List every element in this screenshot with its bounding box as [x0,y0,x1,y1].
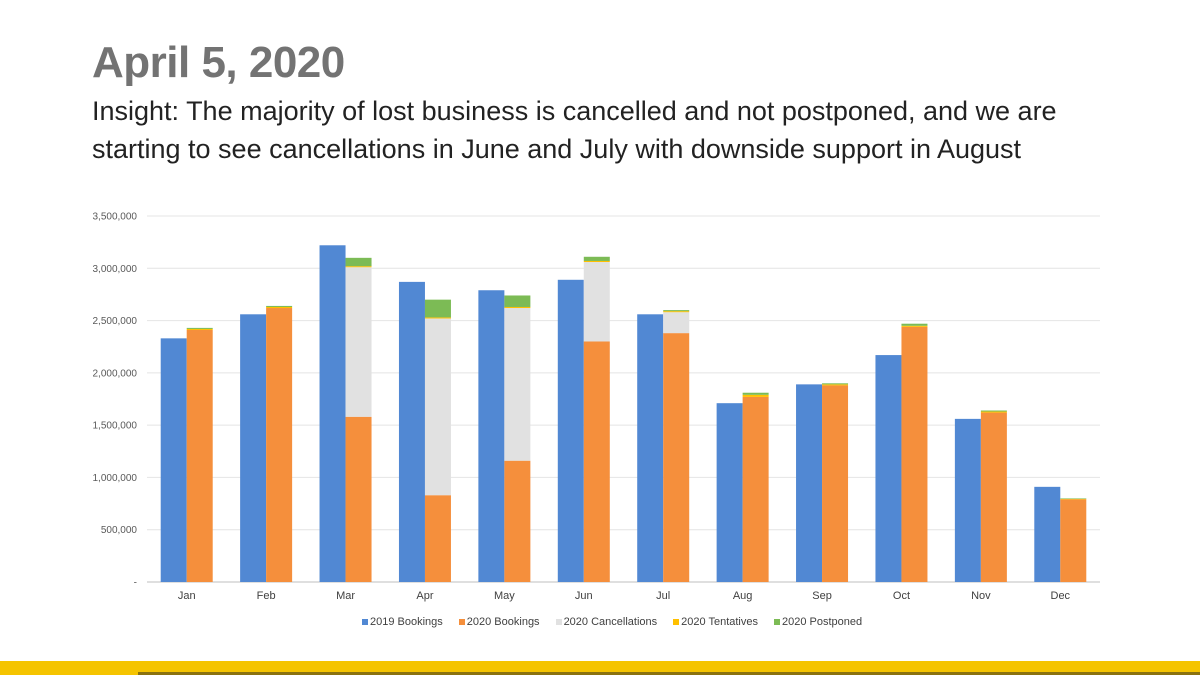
x-tick-label: Jan [178,590,196,602]
x-tick-label: Dec [1051,590,1071,602]
bar-2020-tentatives [266,306,293,309]
bar-2020-postponed [1060,498,1087,499]
x-tick-label: Nov [971,590,991,602]
chart-legend: 2019 Bookings 2020 Bookings 2020 Cancellat… [362,616,862,628]
y-tick-label: 2,500,000 [93,316,138,327]
legend-label: 2020 Tentatives [681,616,758,628]
legend-label: 2020 Bookings [466,616,540,628]
bar-2020-tentatives [345,266,372,268]
bar-2020-tentatives [901,325,928,327]
page-title: April 5, 2020 [92,38,345,87]
bar-2020-tentatives [980,411,1007,413]
y-tick-label: 3,000,000 [93,264,138,275]
bar-2020-bookings [186,329,213,582]
bar-2020-bookings [504,460,531,582]
bar-2020-bookings [424,495,451,582]
bar-2019-bookings [716,403,743,582]
bar-2020-bookings [583,341,610,582]
bar-2020-postponed [663,310,690,312]
bar-2020-tentatives [1060,498,1087,500]
bar-2020-postponed [424,299,451,318]
bar-2020-bookings [1060,499,1087,582]
y-tick-label: 3,500,000 [93,212,138,223]
bar-2019-bookings [637,314,664,582]
bar-2020-postponed [980,410,1007,412]
x-tick-label: Jun [575,590,593,602]
legend-swatch [458,619,465,625]
bar-2019-bookings [398,281,425,582]
legend-swatch [774,619,780,625]
bar-2020-cancellations [424,318,451,496]
y-tick-label: - [134,578,137,589]
legend-item: 2020 Tentatives [673,616,758,628]
bar-2020-bookings [742,396,769,582]
bar-2019-bookings [160,338,187,582]
bar-2019-bookings [240,314,267,582]
x-tick-label: Sep [812,590,832,602]
bar-2020-bookings [901,326,928,582]
legend-item: 2020 Cancellations [555,616,658,628]
bar-2019-bookings [796,384,823,582]
bar-2019-bookings [319,245,346,582]
x-tick-label: Jul [656,590,670,602]
bar-2020-postponed [186,327,213,329]
bar-2020-cancellations [345,267,372,417]
legend-item: 2020 Postponed [774,616,862,628]
y-tick-label: 500,000 [101,525,138,536]
bar-2020-bookings [663,333,690,582]
bar-2020-bookings [822,385,849,582]
bar-2020-postponed [742,392,769,395]
legend-item: 2020 Bookings [458,616,540,628]
bar-2020-postponed [345,257,372,267]
legend-label: 2020 Postponed [782,616,863,628]
bar-2020-postponed [583,256,610,261]
legend-label: 2019 Bookings [370,616,443,628]
bar-2020-tentatives [186,328,213,330]
bar-2019-bookings [478,290,505,582]
bar-2020-cancellations [663,312,690,334]
x-tick-label: Oct [893,590,910,602]
legend-swatch [555,619,562,625]
bar-2020-bookings [345,416,372,582]
bar-2020-cancellations [583,262,610,342]
bar-2020-postponed [504,295,531,307]
bar-2020-bookings [266,308,293,582]
bar-2020-postponed [901,323,928,326]
bar-2020-postponed [822,383,849,385]
legend-item: 2019 Bookings [362,616,443,628]
bar-2020-tentatives [424,317,451,319]
bar-2019-bookings [954,418,981,582]
y-tick-label: 2,000,000 [93,368,138,379]
bar-2019-bookings [1034,486,1061,582]
y-tick-label: 1,000,000 [93,473,138,484]
bar-2020-tentatives [583,260,610,263]
bar-2020-bookings [980,412,1007,582]
footer-accent-bar [0,661,1200,675]
legend-label: 2020 Cancellations [563,616,658,628]
insight-text: Insight: The majority of lost business i… [92,96,1057,164]
bar-2020-tentatives [663,311,690,313]
legend-swatch [673,619,680,625]
bar-2019-bookings [875,355,902,582]
bar-2020-tentatives [504,306,531,309]
x-tick-label: Feb [257,590,276,602]
x-tick-label: Aug [733,590,753,602]
x-tick-label: May [494,590,515,602]
x-tick-label: Apr [416,590,433,602]
bar-2020-cancellations [504,308,531,461]
y-tick-label: 1,500,000 [93,421,138,432]
bookings-chart: - 500,000 1,000,000 1,500,000 2,000,000 2,500… [93,212,1100,602]
legend-swatch [362,619,368,625]
x-tick-label: Mar [336,590,355,602]
bar-2020-tentatives [742,394,769,397]
bar-2019-bookings [557,279,584,582]
bar-2020-tentatives [822,384,849,386]
bar-2020-postponed [266,305,293,307]
